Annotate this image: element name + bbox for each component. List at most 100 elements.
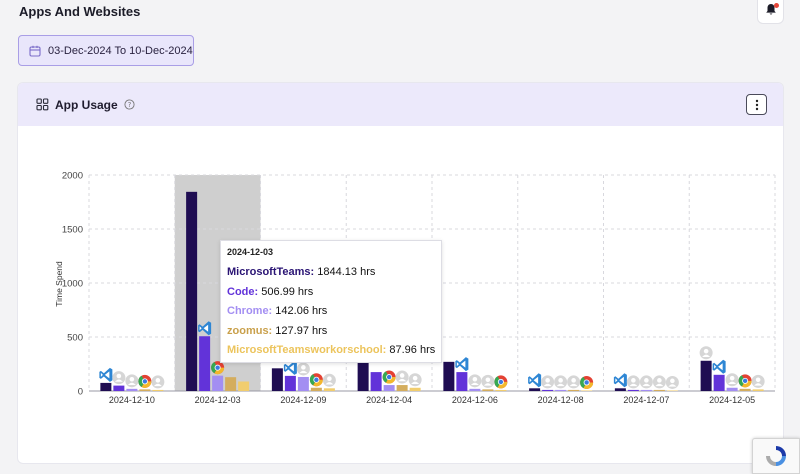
tooltip-series-name: zoomus: (227, 324, 273, 337)
chrome-icon (494, 375, 508, 389)
x-tick-label: 2024-12-10 (109, 395, 155, 405)
card-menu-button[interactable] (746, 94, 767, 115)
avatar-icon (408, 373, 422, 387)
recaptcha-icon (766, 446, 786, 466)
avatar-icon (652, 375, 666, 389)
bar (581, 390, 593, 391)
recaptcha-badge[interactable] (752, 438, 800, 474)
bar (456, 372, 468, 391)
bar (152, 389, 164, 391)
chrome-icon (211, 361, 225, 375)
page-title: Apps And Websites (19, 4, 141, 19)
bar (627, 389, 639, 391)
avatar-icon (725, 373, 739, 387)
bar (383, 385, 395, 391)
avatar-icon (151, 375, 165, 389)
tooltip-series-name: Code: (227, 285, 259, 298)
bar (542, 389, 554, 391)
kebab-menu-icon (755, 99, 758, 110)
svg-text:?: ? (127, 101, 131, 109)
calendar-icon (29, 45, 41, 57)
x-tick-label: 2024-12-06 (452, 395, 498, 405)
tooltip-series-name: MicrosoftTeamsworkorschool: (227, 344, 387, 356)
bar (212, 375, 224, 391)
avatar-icon (567, 375, 581, 389)
bar (409, 387, 421, 391)
bar (614, 388, 626, 391)
tooltip-series-name: MicrosoftTeams: (227, 266, 315, 278)
notification-button[interactable] (757, 0, 784, 24)
x-tick-label: 2024-12-05 (709, 395, 755, 405)
bar (529, 388, 541, 391)
vscode-icon (528, 373, 542, 388)
tooltip-row: MicrosoftTeams: 1844.13 hrs (227, 263, 435, 283)
avatar-icon (665, 375, 679, 389)
bar (700, 360, 712, 391)
chrome-icon (382, 370, 396, 384)
bar (100, 382, 112, 391)
avatar-icon (699, 346, 713, 360)
bar (113, 385, 125, 391)
avatar-icon (626, 375, 640, 389)
avatar-icon (554, 375, 568, 389)
tooltip-series-value: 506.99 hrs (258, 285, 314, 298)
avatar-icon (296, 362, 310, 376)
bar (271, 368, 283, 391)
bar (739, 388, 751, 391)
help-icon[interactable]: ? (124, 99, 135, 110)
x-tick-label: 2024-12-03 (195, 395, 241, 405)
bar (357, 358, 369, 391)
chrome-icon (738, 374, 752, 388)
date-range-button[interactable]: 03-Dec-2024 To 10-Dec-2024 (18, 35, 194, 66)
dashboard-grid-icon (36, 98, 49, 111)
avatar-icon (751, 374, 765, 388)
vscode-icon (712, 359, 726, 374)
avatar-icon (639, 375, 653, 389)
bar (713, 374, 725, 391)
bar (568, 389, 580, 391)
bar (469, 388, 481, 391)
avatar-icon (322, 373, 336, 387)
vscode-icon (455, 357, 469, 372)
x-tick-label: 2024-12-09 (280, 395, 326, 405)
bar (666, 390, 678, 391)
tooltip-series-value: 87.96 hrs (386, 344, 436, 356)
tooltip-row: zoomus: 127.97 hrs (227, 322, 435, 342)
x-tick-label: 2024-12-08 (538, 395, 584, 405)
date-range-label: 03-Dec-2024 To 10-Dec-2024 (48, 44, 193, 57)
bar (555, 389, 567, 391)
bar (284, 375, 296, 391)
tooltip-series-value: 1844.13 hrs (314, 266, 376, 278)
vscode-icon (613, 373, 627, 388)
bar (323, 388, 335, 391)
x-tick-label: 2024-12-04 (366, 395, 412, 405)
bar (396, 385, 408, 391)
bar (640, 389, 652, 391)
chrome-icon (309, 373, 323, 387)
bar (482, 389, 494, 391)
y-tick-label: 2000 (62, 171, 83, 182)
chrome-icon (580, 375, 594, 389)
tooltip-series-name: Chrome: (227, 305, 273, 317)
avatar-icon (125, 374, 139, 388)
card-header: App Usage ? (18, 83, 783, 126)
bar (370, 372, 382, 391)
bar (443, 361, 455, 391)
card-title: App Usage (55, 97, 118, 112)
bar (495, 389, 507, 391)
bar (310, 387, 322, 391)
bell-icon (765, 3, 776, 14)
vscode-icon (99, 367, 113, 382)
bar (752, 389, 764, 391)
y-axis-label: Time Spend (54, 261, 64, 307)
x-tick-label: 2024-12-07 (623, 395, 669, 405)
bar (186, 191, 198, 391)
chrome-icon (138, 374, 152, 388)
avatar-icon (112, 371, 126, 385)
tooltip-row: Chrome: 142.06 hrs (227, 302, 435, 322)
vscode-icon (283, 360, 297, 375)
y-tick-label: 1500 (62, 225, 83, 236)
y-tick-label: 500 (67, 333, 83, 344)
bar (225, 377, 237, 391)
